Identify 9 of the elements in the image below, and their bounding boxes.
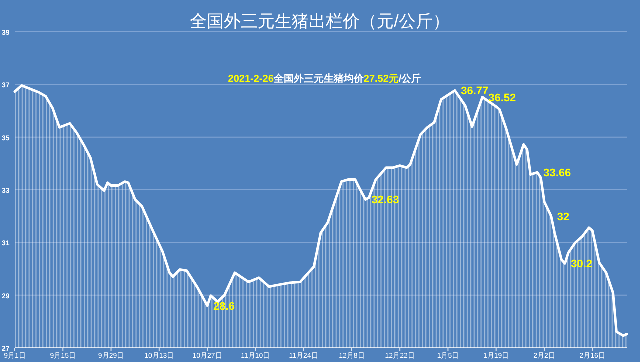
annotation: 32.63 <box>372 194 400 207</box>
annotation: 28.6 <box>214 300 235 313</box>
annotation: 33.66 <box>544 168 572 180</box>
text: 2021-2-26全国外三元生猪均价27.52元/公斤 <box>228 73 422 85</box>
chart-title: 全国外三元生猪出栏价（元/公斤） <box>190 12 450 31</box>
annotation: 30.2 <box>571 258 593 271</box>
annotation: 32 <box>557 211 570 224</box>
annotation: 36.77 <box>461 86 489 98</box>
annotation: 36.52 <box>488 92 516 104</box>
